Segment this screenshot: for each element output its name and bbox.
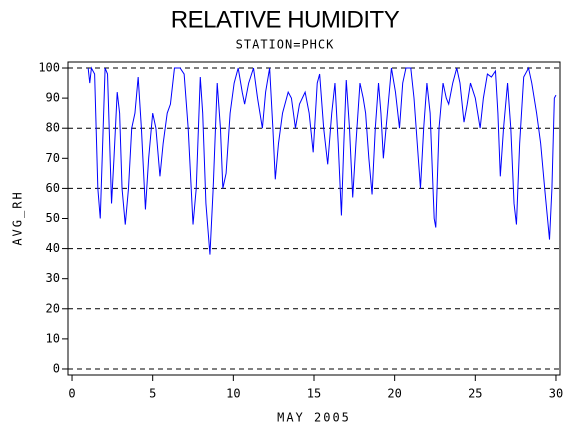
x-tick-label: 10 — [226, 387, 240, 401]
y-tick-label: 80 — [46, 121, 60, 135]
y-axis-label: AVG_RH — [11, 190, 25, 245]
x-tick-label: 20 — [387, 387, 401, 401]
y-tick-label: 100 — [38, 61, 60, 75]
x-tick-label: 0 — [68, 387, 75, 401]
data-line — [87, 66, 557, 255]
y-tick-label: 40 — [46, 241, 60, 255]
chart-subtitle: STATION=PHCK — [236, 38, 335, 52]
x-axis-label: MAY 2005 — [277, 411, 351, 425]
y-tick-label: 20 — [46, 301, 60, 315]
x-tick-label: 30 — [549, 387, 563, 401]
plot-frame — [67, 61, 561, 376]
y-tick-label: 0 — [53, 361, 60, 375]
y-tick-label: 60 — [46, 181, 60, 195]
y-tick-label: 50 — [46, 211, 60, 225]
x-tick-label: 5 — [149, 387, 156, 401]
chart-title: RELATIVE HUMIDITY — [171, 6, 400, 33]
x-tick-label: 15 — [307, 387, 321, 401]
y-tick-label: 10 — [46, 331, 60, 345]
x-tick-label: 25 — [468, 387, 482, 401]
y-tick-label: 70 — [46, 151, 60, 165]
y-tick-label: 30 — [46, 271, 60, 285]
y-tick-label: 90 — [46, 91, 60, 105]
